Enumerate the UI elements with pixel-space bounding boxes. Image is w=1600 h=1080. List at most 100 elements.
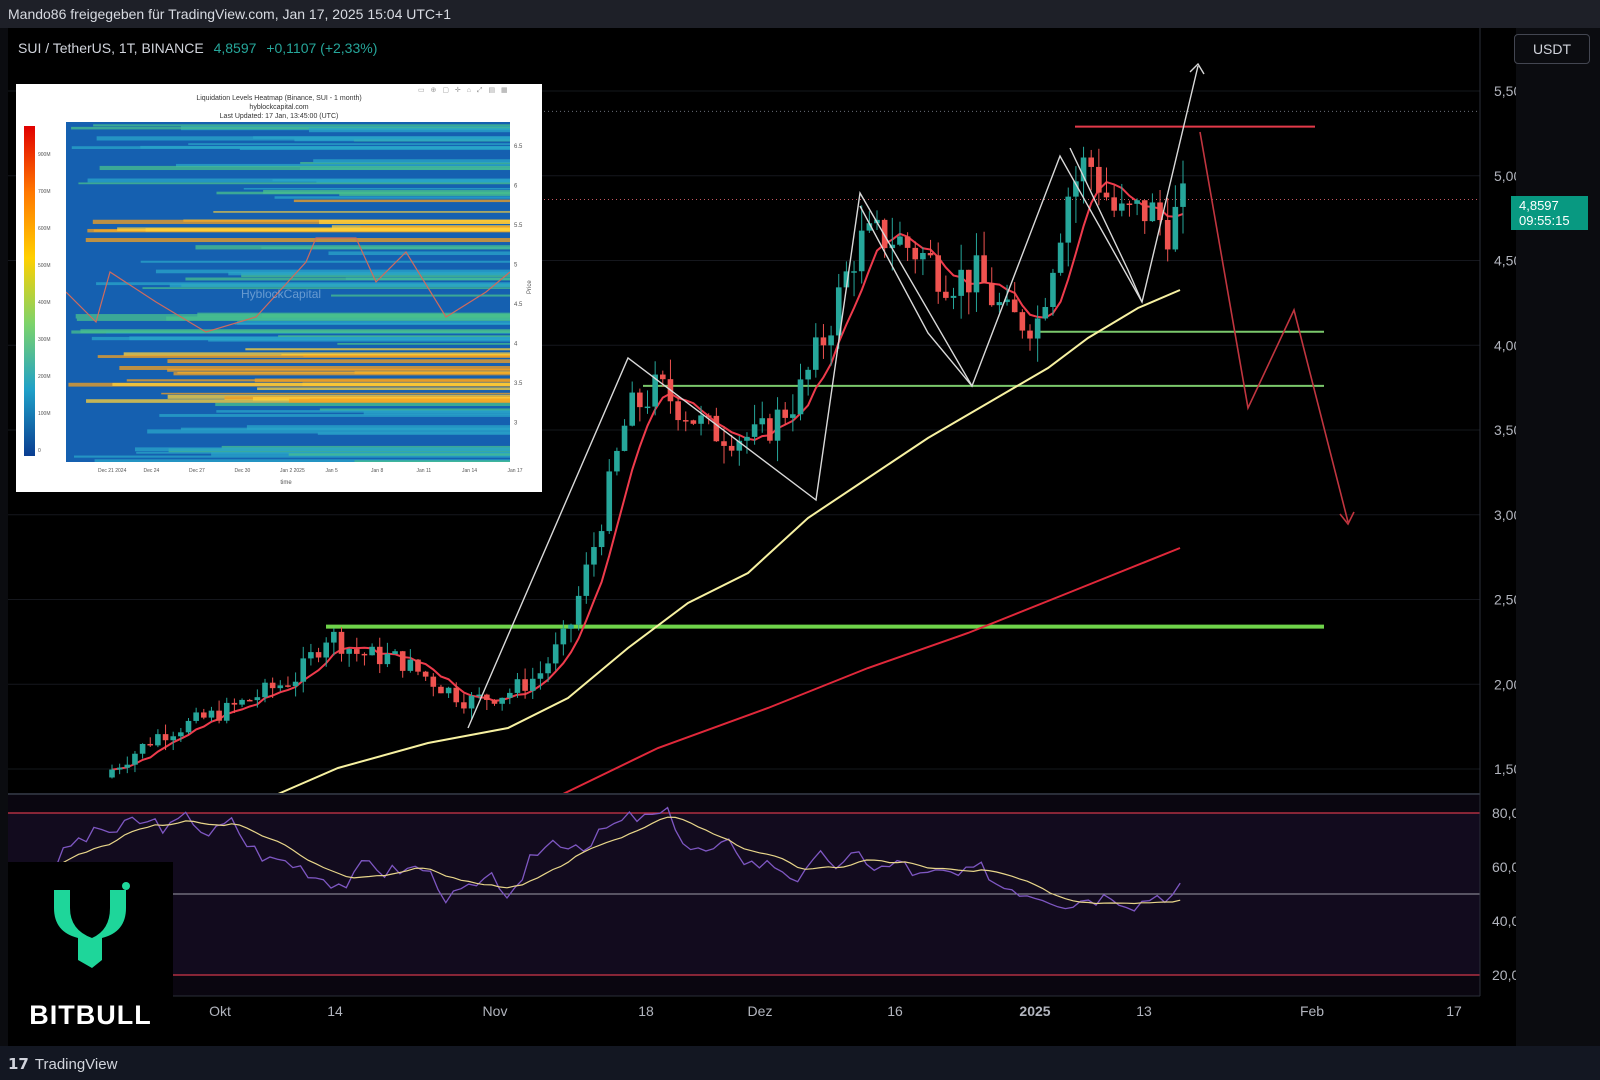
horizontal-levels — [326, 110, 1480, 629]
heatmap-band — [278, 335, 510, 338]
time-axis: Okt 14 Nov 18 Dez 16 2025 13 Feb 17 — [8, 995, 1480, 1019]
heatmap-plot: HyblockCapital — [66, 122, 510, 462]
colorbar-tick: 700M — [38, 189, 51, 195]
candle-body — [820, 337, 827, 346]
candle-body — [797, 379, 804, 415]
heatmap-band — [363, 411, 510, 415]
price-tick-label: 1,5000 — [1494, 761, 1516, 777]
heatmap-band — [228, 271, 510, 276]
heatmap-band — [354, 460, 510, 462]
heatmap-band — [313, 159, 510, 163]
heatmap-band — [272, 179, 510, 182]
footer-bar: 17 TradingView — [0, 1046, 1600, 1080]
heatmap-y-tick: 3.5 — [514, 381, 523, 387]
candle-body — [705, 415, 712, 417]
heatmap-band — [71, 126, 510, 130]
heatmap-band — [97, 355, 510, 358]
candle-body — [407, 659, 414, 671]
candle-body — [1065, 196, 1072, 243]
candle-body — [1057, 242, 1064, 273]
candle-body — [285, 685, 291, 687]
candle-body — [690, 420, 697, 424]
candle-body — [147, 743, 154, 746]
candle-body — [499, 697, 505, 704]
candle-body — [843, 271, 850, 288]
heatmap-x-tick: Dec 24 — [144, 468, 160, 474]
heatmap-band — [161, 392, 510, 395]
candle-body — [491, 699, 498, 704]
time-tick-label: 17 — [1446, 1003, 1462, 1019]
heatmap-band — [197, 312, 510, 317]
heatmap-y-tick: 3 — [514, 421, 518, 427]
price-chart[interactable]: 20,00 40,00 60,00 80,00 1,5000 2,0000 2,5000 3… — [8, 28, 1516, 1046]
heatmap-band — [215, 402, 510, 407]
candle-body — [308, 652, 314, 659]
candle-body — [254, 697, 261, 701]
rsi-tick-label: 20,00 — [1492, 967, 1516, 983]
rsi-pane: 20,00 40,00 60,00 80,00 — [8, 793, 1516, 996]
heatmap-band — [263, 189, 510, 194]
heatmap-band — [288, 453, 510, 456]
candle-body — [132, 753, 138, 765]
heatmap-band — [221, 445, 510, 449]
candle-body — [216, 710, 222, 721]
candle-body — [904, 236, 911, 248]
candle-body — [774, 409, 781, 441]
candle-body — [178, 732, 184, 737]
candle-body — [943, 291, 949, 298]
price-tick-label: 4,0000 — [1494, 337, 1516, 353]
heatmap-band — [328, 251, 510, 256]
rsi-line — [47, 806, 1181, 912]
heatmap-band — [85, 238, 510, 243]
candle-body — [529, 678, 536, 691]
heatmap-band — [246, 425, 510, 430]
candle-body — [1103, 192, 1110, 198]
tradingview-icon: 17 — [8, 1055, 29, 1073]
up-arrow-head — [1189, 62, 1205, 75]
heatmap-band — [166, 316, 510, 321]
price-axis: 1,5000 2,0000 2,5000 3,0000 3,5000 4,0000 4,50… — [1479, 28, 1516, 996]
candle-body — [1096, 166, 1102, 193]
heatmap-x-tick: Jan 2 2025 — [280, 468, 305, 474]
candle-body — [331, 631, 337, 643]
candle-body — [858, 230, 865, 272]
rsi-signal-line — [47, 816, 1181, 905]
heatmap-band — [140, 260, 510, 263]
time-tick-label: 18 — [638, 1003, 654, 1019]
heatmap-band — [239, 147, 510, 151]
candle-body — [262, 682, 268, 698]
candle-body — [415, 659, 421, 672]
heatmap-subtitle: hyblockcapital.com — [249, 104, 309, 111]
heatmap-x-tick: Dec 30 — [235, 468, 251, 474]
candle-body — [950, 295, 957, 298]
candle-body — [269, 682, 276, 689]
heatmap-y-tick: 4 — [514, 342, 518, 348]
candle-body — [1180, 183, 1186, 207]
heatmap-updated: Last Updated: 17 Jan, 13:45:00 (UTC) — [219, 113, 339, 120]
liquidation-heatmap-inset: ▭ ⊕ ▢ ✛ ⌂ ⤢ ▤ ▦ Liquidation Levels Heatm… — [16, 84, 542, 492]
heatmap-band — [319, 219, 510, 225]
candle-body — [476, 694, 482, 697]
candle-body — [399, 651, 406, 671]
tradingview-brand: TradingView — [34, 1056, 118, 1073]
heatmap-price-line — [66, 237, 510, 333]
candle-body — [621, 425, 628, 451]
heatmap-band — [93, 124, 510, 127]
currency-button[interactable]: USDT — [1514, 34, 1590, 64]
bar-countdown: 09:55:15 — [1519, 213, 1570, 228]
candle-body — [629, 392, 635, 426]
candle-body — [430, 676, 437, 687]
bitbull-logo: BITBULL — [8, 862, 173, 1042]
heatmap-title: Liquidation Levels Heatmap (Binance, SUI… — [196, 95, 362, 102]
candle-body — [438, 686, 444, 694]
heatmap-x-label: time — [280, 480, 292, 486]
heatmap-band — [308, 127, 510, 133]
candle-body — [606, 471, 613, 532]
heatmap-band — [147, 429, 510, 434]
colorbar-tick: 600M — [38, 226, 51, 232]
colorbar-tick: 900M — [38, 152, 51, 158]
chart-area[interactable]: 20,00 40,00 60,00 80,00 1,5000 2,0000 2,5000 3… — [8, 28, 1516, 1046]
candle-body — [1157, 202, 1163, 221]
candle-body — [231, 702, 238, 705]
heatmap-title-block: Liquidation Levels Heatmap (Binance, SUI… — [16, 94, 542, 121]
